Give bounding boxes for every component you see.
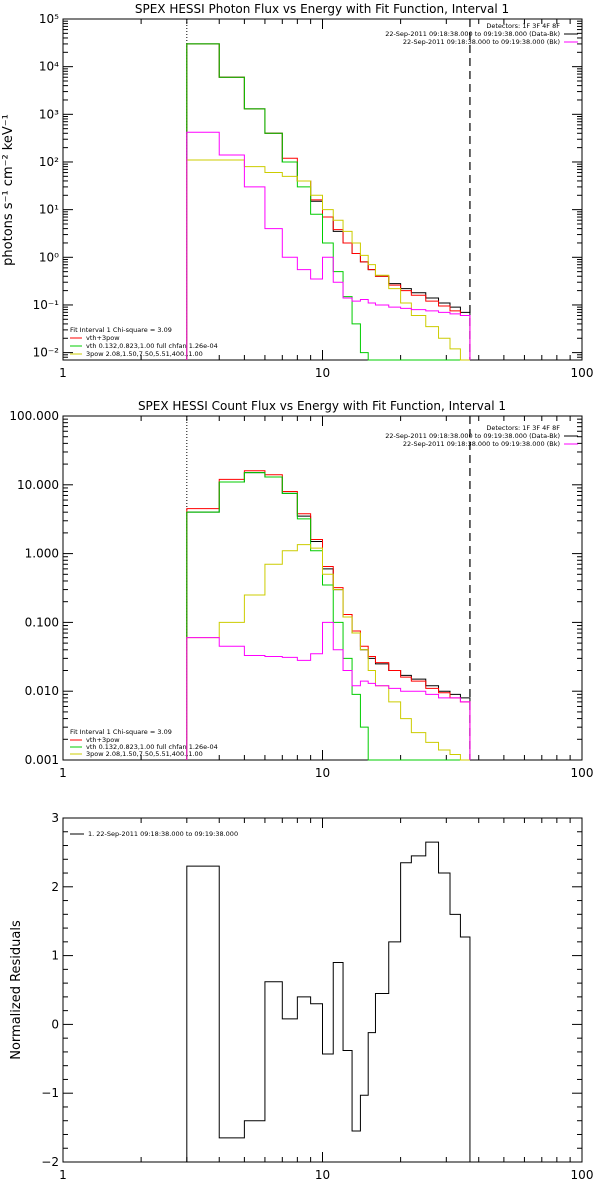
series-line: [186, 43, 471, 360]
plot-frame: [62, 817, 583, 1163]
legend-entry: 22-Sep-2011 09:18:38.000 to 09:19:38.000…: [403, 38, 560, 46]
axis-ticks: 1 10 100 10⁻² 10⁻¹ 10⁰ 10¹ 10² 10³ 10⁴ 10⁵: [33, 12, 594, 380]
x-tick-label: 10: [315, 766, 330, 780]
series-line: [186, 470, 471, 760]
y-tick-label: 1.000: [25, 547, 59, 561]
y-axis-label: photons s⁻¹ cm⁻² keV⁻¹: [1, 114, 16, 266]
y-tick-label: 0.010: [25, 684, 59, 698]
legend-top: 1. 22-Sep-2011 09:18:38.000 to 09:19:38.…: [70, 830, 238, 838]
legend-entry: 1. 22-Sep-2011 09:18:38.000 to 09:19:38.…: [88, 830, 238, 838]
legend-entry: 22-Sep-2011 09:18:38.000 to 09:19:38.000…: [385, 432, 560, 440]
series-line: [186, 621, 471, 760]
marker-lines: [186, 19, 471, 360]
y-tick-label: 10³: [39, 107, 59, 121]
y-tick-label: 0.100: [25, 615, 59, 629]
marker-lines: [186, 416, 471, 760]
x-tick-label: 10: [315, 366, 330, 380]
legend-entry: Detectors: 1F 3F 4F 8F: [486, 22, 560, 30]
y-tick-label: 10⁴: [39, 60, 59, 74]
x-tick-label: 1: [59, 1168, 67, 1182]
legend-entry: vth+3pow: [86, 334, 120, 342]
y-axis-label: Normalized Residuals: [9, 920, 24, 1060]
legend-entry: 3pow 2.08,1.50,7.50,5.51,400.,1.00: [86, 350, 203, 358]
legend-entry: Detectors: 1F 3F 4F 8F: [486, 424, 560, 432]
x-tick-label: 100: [571, 1168, 594, 1182]
y-tick-label: 10¹: [39, 203, 59, 217]
series-group: [186, 841, 471, 1162]
x-tick-label: 1: [59, 366, 67, 380]
y-tick-label: 10⁰: [39, 250, 59, 264]
legend-entry: vth+3pow: [86, 736, 120, 744]
y-tick-label: 3: [51, 811, 59, 825]
legend-entry: vth 0.132,0.823,1.00 full chfan 1.26e-04: [86, 743, 218, 751]
y-tick-label: 10⁻²: [33, 346, 60, 360]
x-tick-label: 100: [571, 766, 594, 780]
y-tick-label: 10.000: [17, 478, 59, 492]
y-tick-label: 1: [51, 949, 59, 963]
legend-entry: Fit Interval 1 Chi-square = 3.09: [70, 728, 172, 736]
legend-entry: 3pow 2.08,1.50,7.50,5.51,400.,1.00: [86, 750, 203, 758]
x-tick-label: 10: [315, 1168, 330, 1182]
series-line: [186, 131, 471, 360]
series-line: [186, 472, 470, 761]
y-tick-label: 10⁻¹: [33, 298, 60, 312]
series-group: [186, 470, 471, 761]
legend-entry: Fit Interval 1 Chi-square = 3.09: [70, 326, 172, 334]
chart-title: SPEX HESSI Photon Flux vs Energy with Fi…: [135, 2, 509, 16]
series-group: [186, 43, 471, 361]
legend-entry: 22-Sep-2011 09:18:38.000 to 09:19:38.000…: [403, 440, 560, 448]
chart-title: SPEX HESSI Count Flux vs Energy with Fit…: [138, 399, 506, 413]
series-line: [186, 43, 471, 360]
series-line: [186, 841, 471, 1162]
y-tick-label: 0: [51, 1017, 59, 1031]
series-line: [186, 43, 470, 361]
y-tick-label: 100.000: [9, 409, 59, 423]
series-line: [186, 544, 470, 761]
x-tick-label: 1: [59, 766, 67, 780]
legend-bottom: Fit Interval 1 Chi-square = 3.09 vth+3po…: [70, 728, 218, 758]
legend-entry: 22-Sep-2011 09:18:38.000 to 09:19:38.000…: [385, 30, 560, 38]
legend-top: Detectors: 1F 3F 4F 8F 22-Sep-2011 09:18…: [385, 424, 578, 448]
x-tick-label: 100: [571, 366, 594, 380]
legend-top: Detectors: 1F 3F 4F 8F 22-Sep-2011 09:18…: [385, 22, 578, 46]
axis-ticks: 1 10 100 −2 −1 0 1 2 3: [41, 811, 593, 1182]
photon-flux-panel: SPEX HESSI Photon Flux vs Energy with Fi…: [1, 2, 593, 380]
y-tick-label: 10⁵: [39, 12, 59, 26]
y-tick-label: 2: [51, 880, 59, 894]
legend-bottom: Fit Interval 1 Chi-square = 3.09 vth+3po…: [70, 326, 218, 358]
y-tick-label: −2: [41, 1155, 59, 1169]
plot-frame: [62, 415, 583, 761]
y-tick-label: 0.001: [25, 753, 59, 767]
y-tick-label: 10²: [39, 155, 59, 169]
axis-ticks: 1 10 100 0.001 0.010 0.100 1.000 10.000 100.000: [9, 409, 593, 780]
plot-frame: [62, 18, 583, 361]
y-tick-label: −1: [41, 1086, 59, 1100]
legend-entry: vth 0.132,0.823,1.00 full chfan 1.26e-04: [86, 342, 218, 350]
count-flux-panel: SPEX HESSI Count Flux vs Energy with Fit…: [9, 399, 593, 780]
series-line: [186, 159, 470, 361]
residuals-panel: Normalized Residuals 1 10 100 −2 −1 0 1 2 3 1. 2…: [9, 811, 593, 1182]
series-line: [186, 472, 471, 760]
